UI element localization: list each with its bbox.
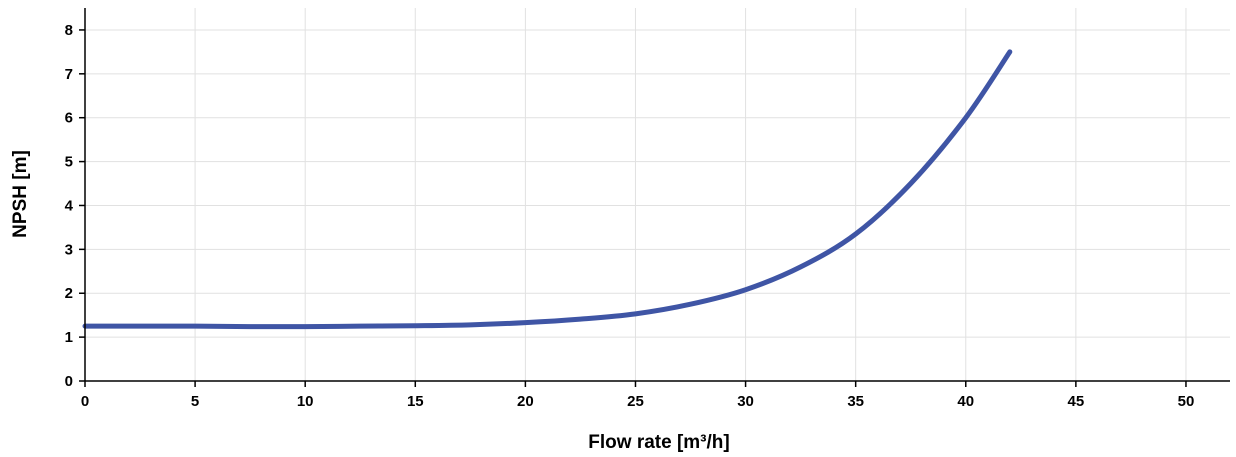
x-tick-label: 40	[957, 393, 974, 410]
y-tick-label: 4	[65, 197, 74, 214]
npsh-series-line	[82, 49, 1013, 330]
x-axis-title: Flow rate [m³/h]	[588, 432, 729, 453]
x-tick-label: 30	[737, 393, 754, 410]
y-tick-label: 5	[65, 154, 73, 171]
axes	[84, 8, 1230, 382]
x-tick-label: 50	[1178, 393, 1195, 410]
y-tick-label: 1	[65, 329, 73, 346]
y-tick-label: 8	[65, 22, 73, 39]
y-tick-label: 0	[65, 373, 73, 390]
x-tick-label: 25	[627, 393, 644, 410]
x-tick-label: 0	[81, 393, 89, 410]
x-tick-label: 45	[1068, 393, 1085, 410]
x-tick-label: 15	[407, 393, 424, 410]
x-tick-label: 10	[297, 393, 314, 410]
x-tick-label: 35	[847, 393, 864, 410]
y-tick-label: 7	[65, 66, 73, 83]
x-tick-label: 5	[191, 393, 199, 410]
y-tick-label: 6	[65, 110, 73, 127]
y-axis-title: NPSH [m]	[10, 150, 31, 238]
grid	[85, 8, 1230, 381]
y-tick-label: 2	[65, 285, 73, 302]
y-tick-label: 3	[65, 241, 73, 258]
series-layer	[82, 49, 1013, 330]
x-tick-label: 20	[517, 393, 534, 410]
